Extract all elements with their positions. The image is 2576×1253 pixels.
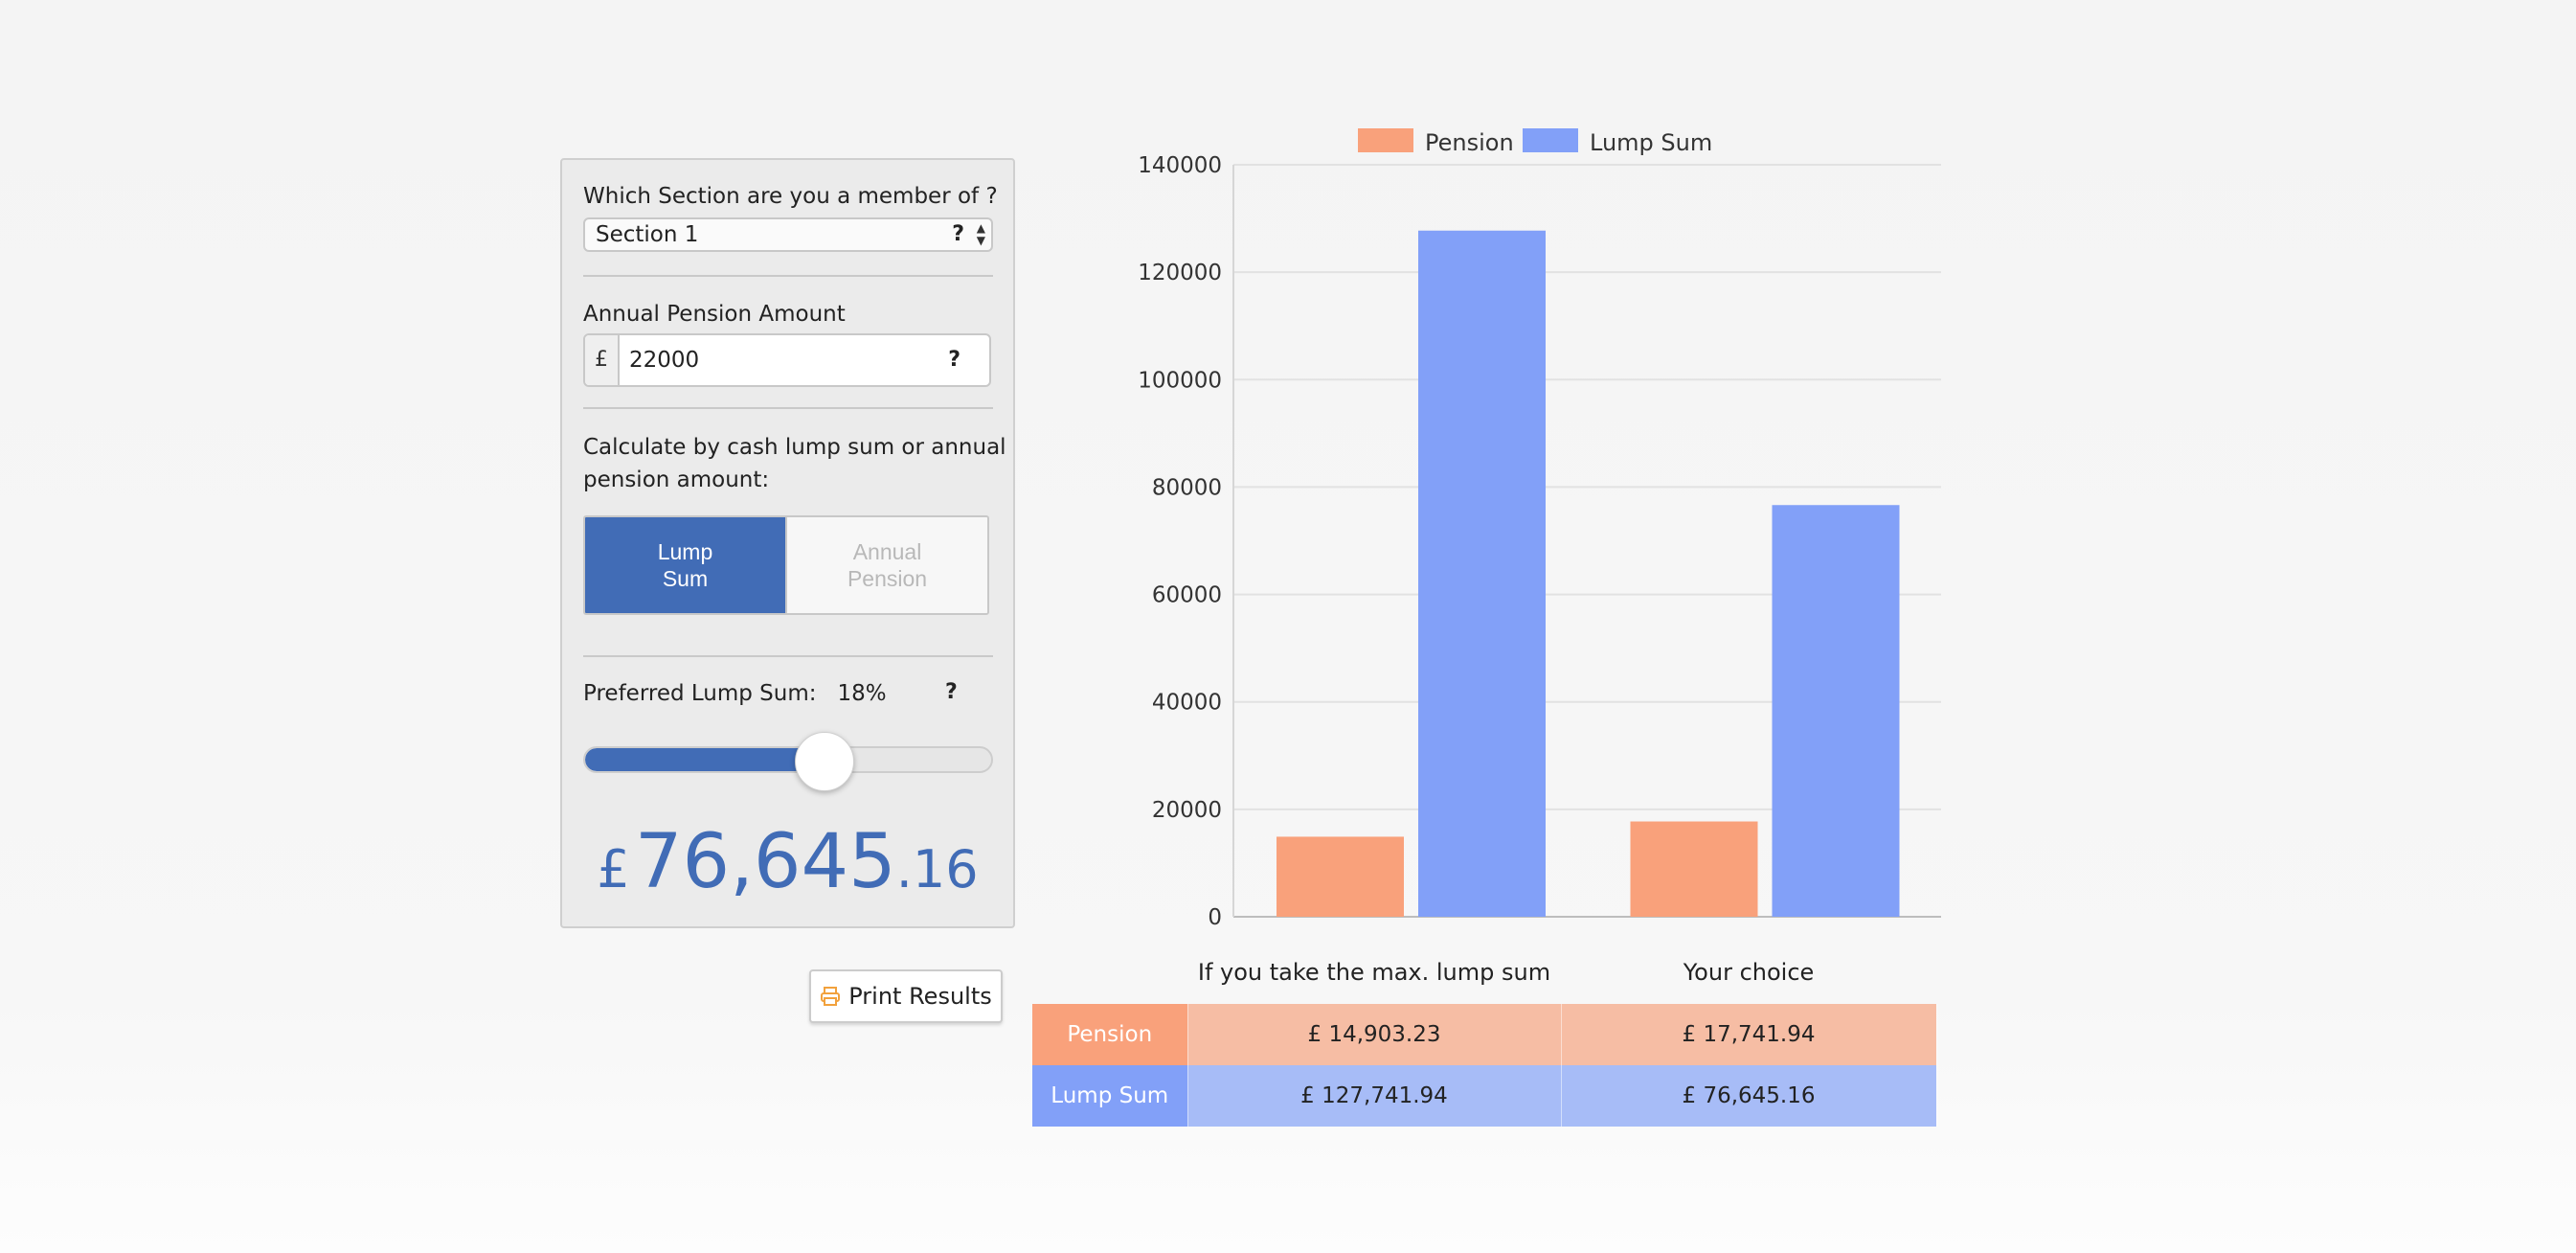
slider-handle[interactable] xyxy=(795,732,854,791)
amount-input[interactable]: 22000 xyxy=(629,348,700,373)
y-tick-label: 80000 xyxy=(1152,475,1222,500)
currency-addon: £ xyxy=(585,335,620,385)
y-tick-label: 40000 xyxy=(1152,691,1222,716)
table-cell: £ 76,645.16 xyxy=(1561,1065,1937,1127)
legend-label: Pension xyxy=(1425,129,1514,156)
results-table: Pension £ 14,903.23 £ 17,741.94 Lump Sum… xyxy=(1032,1004,1937,1127)
lump-sum-result: £ 76,645.16 xyxy=(562,819,1013,905)
legend-label: Lump Sum xyxy=(1590,129,1712,156)
section-select[interactable]: Section 1 ? ▲ ▼ xyxy=(583,217,993,252)
lump-sum-slider[interactable] xyxy=(583,746,993,773)
legend-swatch xyxy=(1523,128,1578,152)
y-tick-label: 0 xyxy=(1208,905,1222,930)
bar-lump-sum xyxy=(1418,230,1546,918)
y-tick-label: 60000 xyxy=(1152,583,1222,608)
divider xyxy=(583,275,993,277)
result-currency: £ xyxy=(597,839,630,900)
legend-swatch xyxy=(1358,128,1413,152)
section-select-value: Section 1 xyxy=(596,222,699,247)
table-row-lump-sum: Lump Sum £ 127,741.94 £ 76,645.16 xyxy=(1032,1065,1937,1127)
amount-help-icon[interactable]: ? xyxy=(948,348,960,372)
bar-pension xyxy=(1630,821,1758,917)
bar-pension xyxy=(1277,836,1404,917)
table-cell: £ 14,903.23 xyxy=(1187,1004,1562,1065)
bar-lump-sum xyxy=(1772,505,1900,917)
result-decimals: .16 xyxy=(895,839,979,900)
amount-label: Annual Pension Amount xyxy=(583,302,846,327)
slider-fill xyxy=(585,748,821,771)
printer-icon xyxy=(821,987,841,1006)
amount-input-group: £ 22000 ? xyxy=(583,333,991,387)
table-cell: £ 17,741.94 xyxy=(1561,1004,1937,1065)
preferred-lump-sum-label: Preferred Lump Sum: 18% xyxy=(583,681,887,706)
divider xyxy=(583,407,993,409)
column-header-max: If you take the max. lump sum xyxy=(1197,959,1551,986)
table-cell: £ 127,741.94 xyxy=(1187,1065,1562,1127)
row-label-pension: Pension xyxy=(1032,1004,1188,1065)
section-label: Which Section are you a member of ? xyxy=(583,184,998,209)
y-tick-label: 20000 xyxy=(1152,798,1222,823)
divider xyxy=(583,655,993,657)
preferred-percent: 18% xyxy=(837,681,887,706)
select-arrows-icon: ▲ ▼ xyxy=(976,221,985,247)
y-tick-label: 140000 xyxy=(1138,153,1222,178)
calc-method-label: Calculate by cash lump sum or annual pen… xyxy=(583,435,1006,492)
calculator-panel: Which Section are you a member of ? Sect… xyxy=(560,158,1015,928)
print-results-label: Print Results xyxy=(848,983,992,1010)
section-help-icon[interactable]: ? xyxy=(952,222,964,246)
table-row-pension: Pension £ 14,903.23 £ 17,741.94 xyxy=(1032,1004,1937,1065)
y-tick-label: 100000 xyxy=(1138,368,1222,393)
print-results-button[interactable]: Print Results xyxy=(809,969,1003,1023)
slider-help-icon[interactable]: ? xyxy=(945,680,958,704)
lump-sum-toggle-button[interactable]: Lump Sum xyxy=(585,517,785,613)
y-tick-label: 120000 xyxy=(1138,261,1222,285)
column-header-choice: Your choice xyxy=(1683,959,1815,986)
calc-method-toggle: Lump Sum Annual Pension xyxy=(583,515,989,615)
annual-pension-toggle-button[interactable]: Annual Pension xyxy=(785,517,987,613)
row-label-lump-sum: Lump Sum xyxy=(1032,1065,1188,1127)
result-amount: 76,645 xyxy=(634,819,896,905)
